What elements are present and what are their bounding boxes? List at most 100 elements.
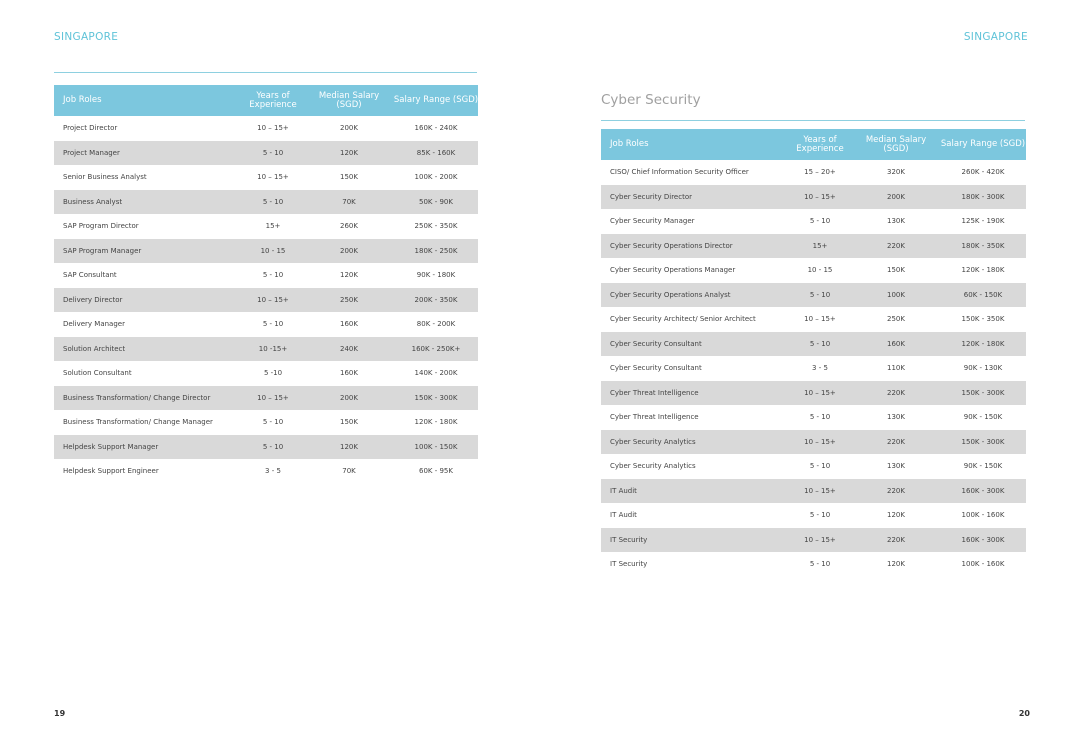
cell-value: 160K	[340, 369, 358, 378]
cell-value: 10 -15+	[258, 344, 288, 353]
cell-value: 120K	[887, 560, 905, 569]
job-role: Cyber Security Analytics	[610, 437, 696, 446]
table-row: Cyber Security Operations Manager 10 - 15…	[601, 258, 1026, 283]
column-header: Job Roles	[63, 95, 102, 105]
table-row: Cyber Security Operations Director 15+ 220…	[601, 233, 1026, 258]
cell-value: 140K - 200K	[414, 369, 458, 378]
cell-value: 160K	[340, 320, 358, 329]
table-row: Helpdesk Support Engineer 3 - 5 70K 60K - 9…	[54, 459, 478, 484]
cell-value: 160K - 240K	[414, 124, 458, 133]
cell-value: 250K	[340, 295, 358, 304]
table-header: Job Roles Years of Experience Median Salar…	[601, 129, 1026, 160]
cell-value: 70K	[342, 467, 356, 476]
job-role: Cyber Security Architect/ Senior Archite…	[610, 315, 756, 324]
cell-value: 5 - 10	[809, 290, 831, 299]
page-header: SINGAPORE	[963, 31, 1028, 43]
cell-value: 10 – 15+	[257, 173, 289, 182]
cell-value: 60K - 150K	[963, 290, 1003, 299]
table-row: Cyber Threat Intelligence 10 – 15+ 220K 150…	[601, 380, 1026, 405]
cell-value: 50K - 90K	[419, 197, 453, 206]
salary-table: Job Roles Years of Experience Median Salar…	[601, 129, 1026, 577]
job-role: CISO/ Chief Information Security Officer	[610, 168, 749, 177]
cell-value: 5 - 10	[262, 418, 284, 427]
job-role: Cyber Security Analytics	[610, 462, 696, 471]
column-header: Years of Experience	[249, 90, 297, 110]
cell-value: 10 – 15+	[804, 388, 836, 397]
cell-value: 5 -10	[263, 369, 283, 378]
section-title: Cyber Security	[601, 92, 701, 108]
cell-value: 10 – 15+	[257, 295, 289, 304]
table-row: Solution Consultant 5 -10 160K 140K - 200K	[54, 361, 478, 386]
job-role: Solution Architect	[63, 344, 126, 353]
cell-value: 220K	[887, 241, 905, 250]
cell-value: 5 - 10	[262, 442, 284, 451]
job-role: Business Analyst	[63, 197, 123, 206]
table-row: Cyber Threat Intelligence 5 - 10 130K 90K -…	[601, 405, 1026, 430]
table-row: Senior Business Analyst 10 – 15+ 150K 100K …	[54, 165, 478, 190]
cell-value: 80K - 200K	[416, 320, 456, 329]
table-row: CISO/ Chief Information Security Officer…	[601, 160, 1026, 185]
cell-value: 5 - 10	[809, 560, 831, 569]
table-row: Cyber Security Consultant 5 - 10 160K 120K …	[601, 331, 1026, 356]
table-row: SAP Program Manager 10 - 15 200K 180K - 250…	[54, 238, 478, 263]
job-role: Cyber Security Director	[610, 192, 692, 201]
cell-value: 100K - 150K	[414, 442, 458, 451]
cell-value: 180K - 250K	[414, 246, 458, 255]
column-header: Salary Range (SGD)	[393, 95, 479, 105]
cell-value: 5 - 10	[262, 148, 284, 157]
table-row: Cyber Security Operations Analyst 5 - 10 1…	[601, 282, 1026, 307]
cell-value: 10 – 15+	[804, 535, 836, 544]
table-row: Business Analyst 5 - 10 70K 50K - 90K	[54, 189, 478, 214]
job-role: Cyber Security Operations Director	[610, 241, 733, 250]
cell-value: 220K	[887, 437, 905, 446]
cell-value: 200K	[340, 393, 358, 402]
cell-value: 100K - 200K	[414, 173, 458, 182]
cell-value: 10 – 15+	[257, 393, 289, 402]
cell-value: 120K	[340, 148, 358, 157]
cell-value: 60K - 95K	[419, 467, 453, 476]
job-role: SAP Program Director	[63, 222, 139, 231]
cell-value: 120K - 180K	[961, 266, 1005, 275]
job-role: Project Manager	[63, 148, 120, 157]
table-row: IT Security 10 – 15+ 220K 160K - 300K	[601, 527, 1026, 552]
table-header: Job Roles Years of Experience Median Salar…	[54, 85, 478, 116]
cell-value: 100K - 160K	[961, 511, 1005, 520]
cell-value: 5 - 10	[809, 511, 831, 520]
cell-value: 180K - 300K	[961, 192, 1005, 201]
cell-value: 200K	[340, 124, 358, 133]
cell-value: 10 – 15+	[804, 315, 836, 324]
divider	[54, 72, 477, 73]
job-role: Solution Consultant	[63, 369, 132, 378]
table-row: Business Transformation/ Change Director…	[54, 385, 478, 410]
cell-value: 90K - 150K	[963, 413, 1003, 422]
column-header: Salary Range (SGD)	[940, 139, 1026, 149]
job-role: IT Audit	[610, 511, 637, 520]
cell-value: 10 – 15+	[804, 486, 836, 495]
table-row: Cyber Security Analytics 10 – 15+ 220K 150K…	[601, 429, 1026, 454]
cell-value: 160K - 250K+	[411, 344, 461, 353]
cell-value: 130K	[887, 217, 905, 226]
cell-value: 10 - 15	[260, 246, 286, 255]
cell-value: 5 - 10	[809, 217, 831, 226]
cell-value: 5 - 10	[809, 462, 831, 471]
job-role: Cyber Threat Intelligence	[610, 413, 699, 422]
cell-value: 10 – 15+	[804, 437, 836, 446]
cell-value: 10 – 15+	[804, 192, 836, 201]
cell-value: 120K	[340, 271, 358, 280]
cell-value: 150K - 300K	[414, 393, 458, 402]
cell-value: 250K - 350K	[414, 222, 458, 231]
cell-value: 15 – 20+	[804, 168, 836, 177]
cell-value: 125K - 190K	[961, 217, 1005, 226]
job-role: Project Director	[63, 124, 118, 133]
cell-value: 100K - 160K	[961, 560, 1005, 569]
job-role: Business Transformation/ Change Director	[63, 393, 211, 402]
cell-value: 90K - 180K	[416, 271, 456, 280]
cell-value: 150K - 300K	[961, 388, 1005, 397]
column-header: Job Roles	[610, 139, 649, 149]
job-role: Business Transformation/ Change Manager	[63, 418, 213, 427]
cell-value: 150K	[340, 418, 358, 427]
cell-value: 5 - 10	[809, 339, 831, 348]
page-number: 19	[54, 709, 66, 718]
job-role: IT Audit	[610, 486, 637, 495]
cell-value: 110K	[887, 364, 905, 373]
